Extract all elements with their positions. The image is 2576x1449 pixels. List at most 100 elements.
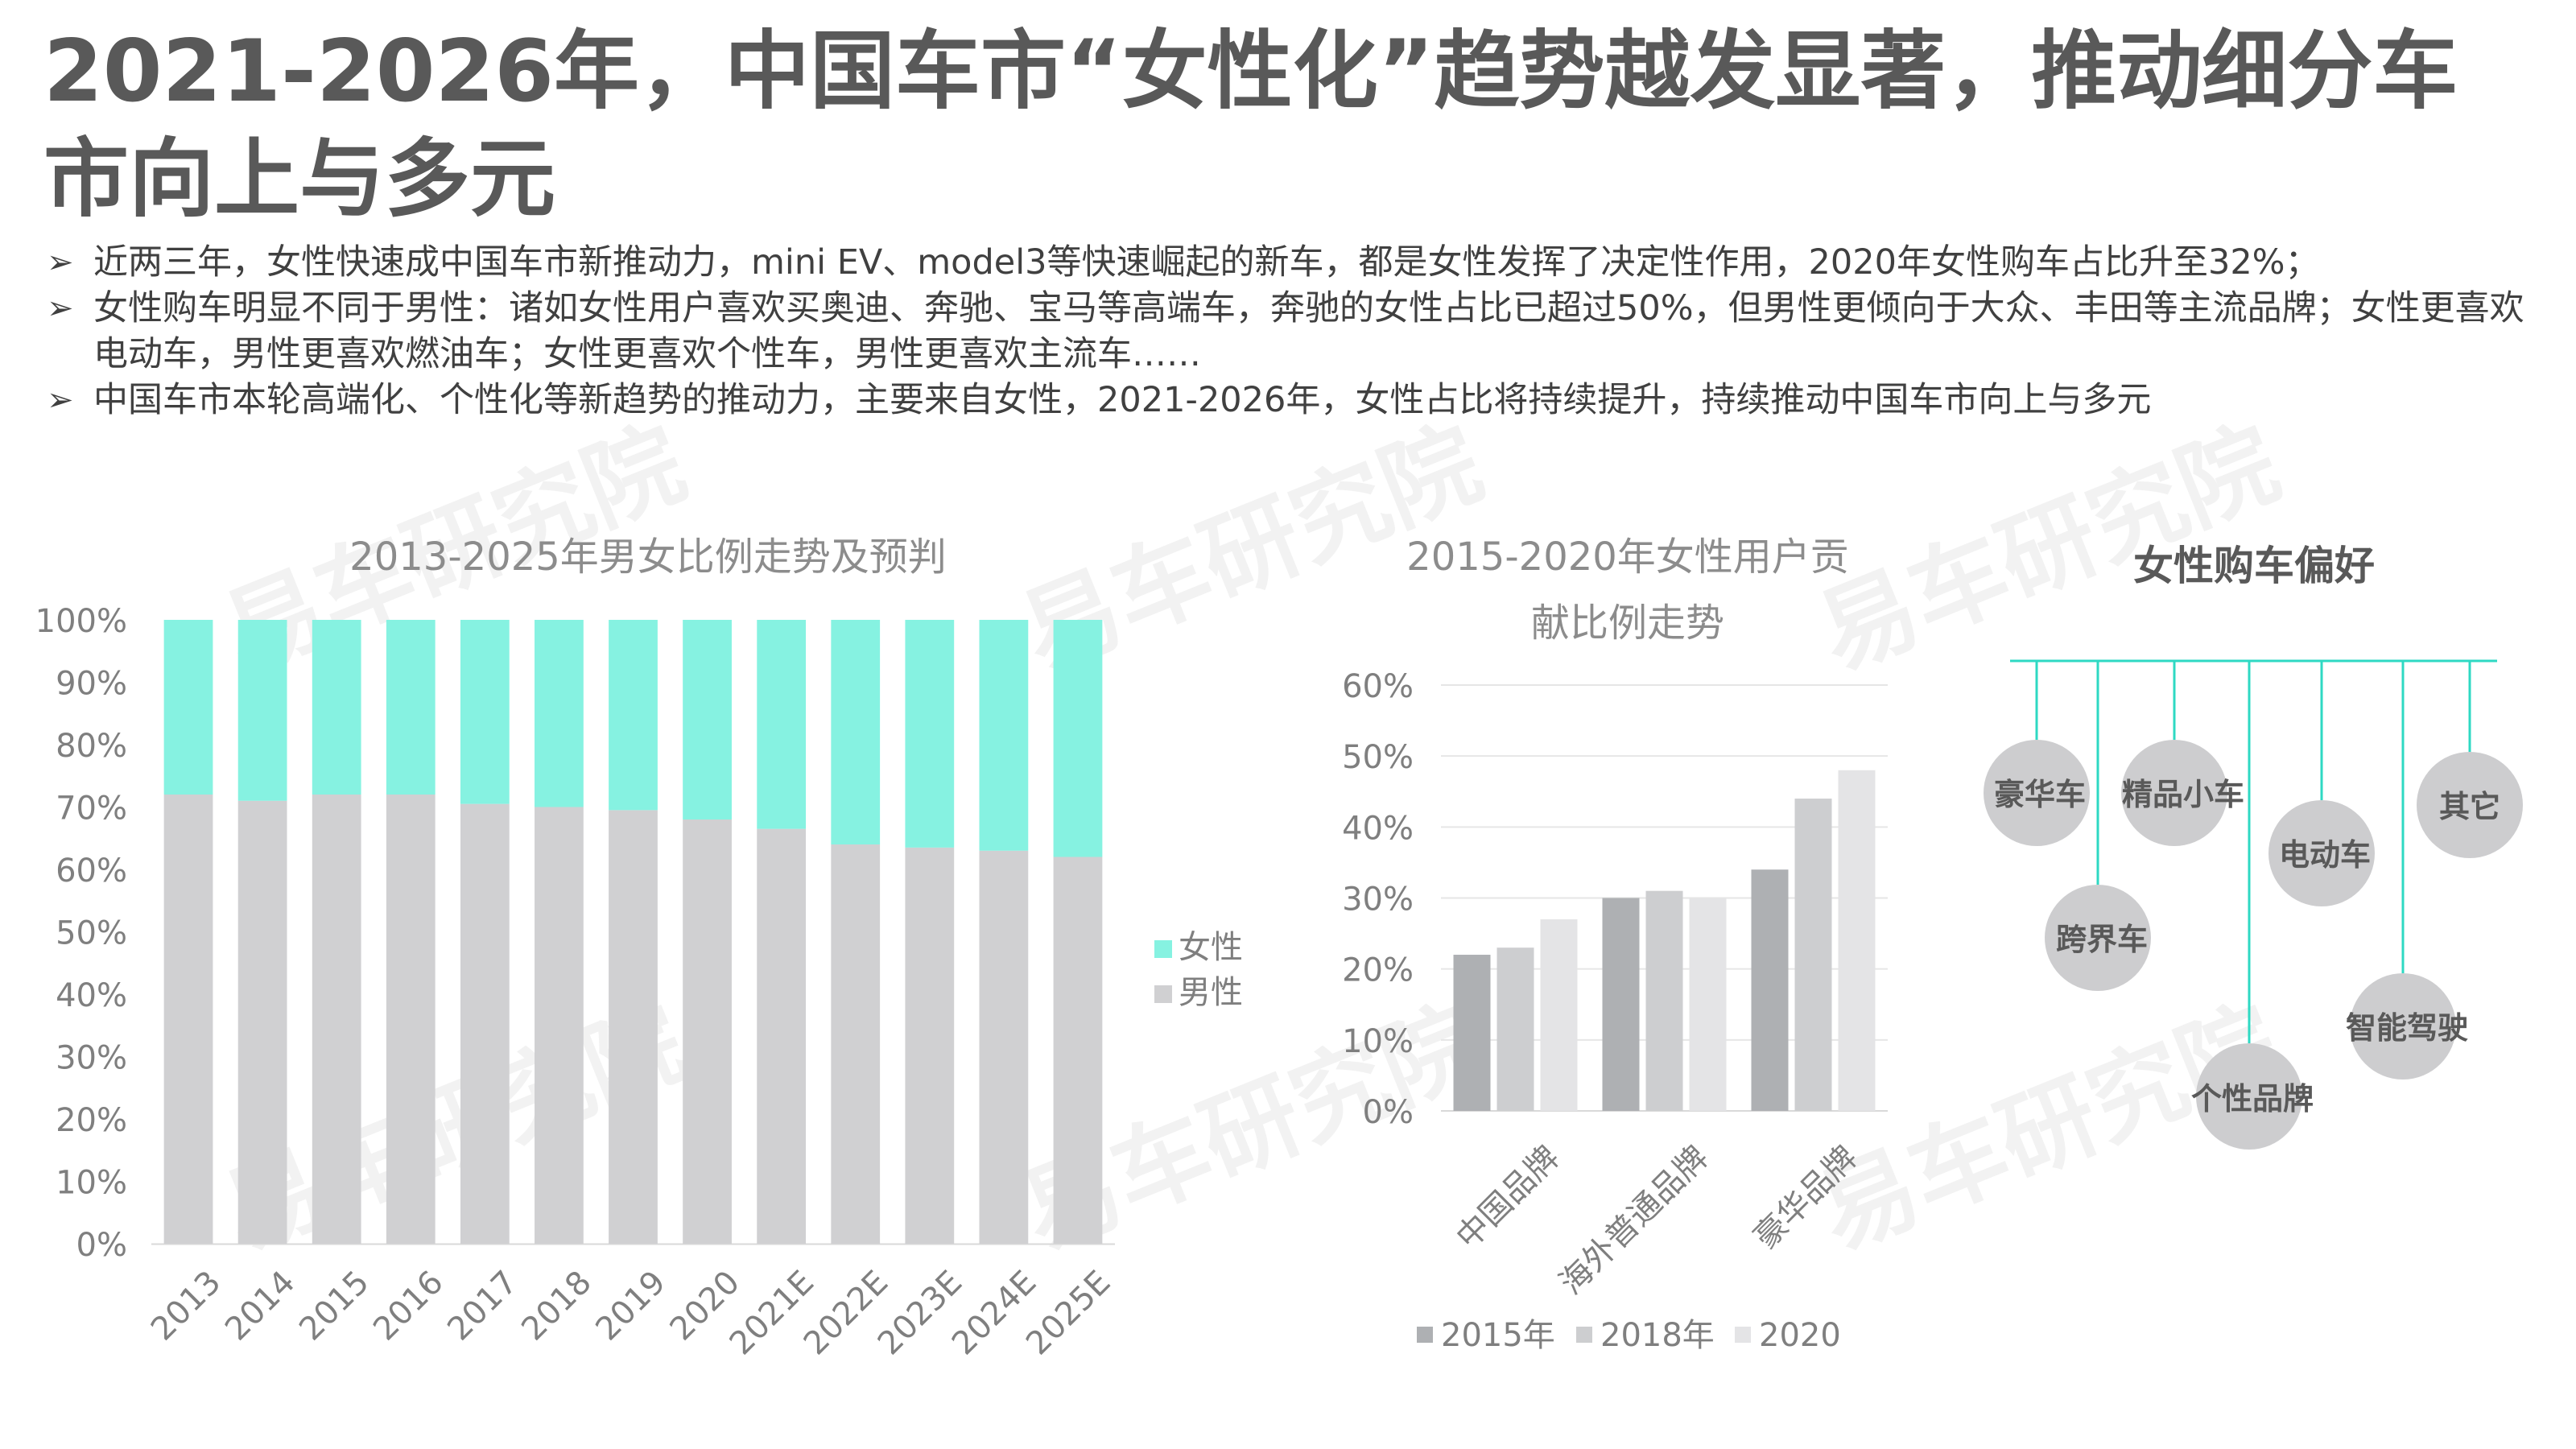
y-tick-label: 20% bbox=[56, 1102, 127, 1139]
x-tick-label: 2018 bbox=[514, 1264, 599, 1348]
preference-label: 精品小车 bbox=[2122, 777, 2244, 812]
x-tick-label: 2015 bbox=[292, 1264, 377, 1348]
bar-male bbox=[386, 795, 436, 1244]
legend-swatch bbox=[1576, 1327, 1592, 1343]
bar-female bbox=[386, 620, 436, 795]
preference-bubble bbox=[2417, 752, 2523, 858]
legend-label: 女性 bbox=[1179, 929, 1243, 966]
gender-ratio-chart: 2013-2025年男女比例走势及预判 0% 10% 20% 30% 40% 50% 60%… bbox=[35, 535, 1243, 1362]
bar-female bbox=[979, 620, 1029, 851]
bar-male bbox=[535, 807, 584, 1244]
bullet-item: ➢ 近两三年，女性快速成中国车市新推动力，mini EV、model3等快速崛起的… bbox=[43, 240, 2555, 286]
bar-male bbox=[905, 847, 955, 1244]
y-tick-label: 100% bbox=[35, 603, 127, 640]
bar-2015年 bbox=[1602, 898, 1640, 1111]
preference-label: 跨界车 bbox=[2056, 922, 2148, 957]
legend-swatch bbox=[1154, 985, 1172, 1003]
y-tick-label: 0% bbox=[76, 1227, 127, 1264]
bar-2018年 bbox=[1794, 799, 1832, 1111]
chart2-title-line1: 2015-2020年女性用户贡 bbox=[1406, 535, 1849, 580]
bar-female bbox=[757, 620, 807, 829]
bar-2018年 bbox=[1496, 947, 1534, 1111]
y-tick-label: 10% bbox=[56, 1165, 127, 1202]
female-contribution-chart: 2015-2020年女性用户贡 献比例走势 0% 10% 20% 30% 40% 50% 6… bbox=[1342, 535, 1888, 1354]
y-tick-label: 90% bbox=[56, 666, 127, 703]
preference-bubble bbox=[2350, 973, 2456, 1080]
bar-2015年 bbox=[1751, 869, 1789, 1111]
y-tick-label: 20% bbox=[1342, 952, 1414, 989]
x-tick-label: 2019 bbox=[588, 1264, 673, 1348]
preference-bubble bbox=[2268, 800, 2375, 906]
y-tick-label: 60% bbox=[1342, 668, 1414, 705]
bar-female bbox=[535, 620, 584, 807]
x-tick-label: 2024E bbox=[945, 1264, 1043, 1362]
x-tick-label: 2017 bbox=[440, 1264, 525, 1348]
bar-female bbox=[460, 620, 510, 804]
y-tick-label: 60% bbox=[56, 852, 127, 890]
preference-label: 智能驾驶 bbox=[2346, 1010, 2468, 1046]
y-tick-label: 50% bbox=[1342, 739, 1414, 776]
preference-title: 女性购车偏好 bbox=[2133, 543, 2375, 589]
y-tick-label: 10% bbox=[1342, 1023, 1414, 1060]
bullet-text: 中国车市本轮高端化、个性化等新趋势的推动力，主要来自女性，2021-2026年，… bbox=[93, 380, 2152, 420]
bar-male bbox=[163, 795, 213, 1244]
bar-female bbox=[609, 620, 658, 811]
x-tick-label: 2025E bbox=[1019, 1264, 1117, 1362]
bullet-text: 女性购车明显不同于男性：诸如女性用户喜欢买奥迪、奔驰、宝马等高端车，奔驰的女性占… bbox=[93, 288, 2524, 374]
bar-female bbox=[163, 620, 213, 795]
bullet-list: ➢ 近两三年，女性快速成中国车市新推动力，mini EV、model3等快速崛起的… bbox=[43, 240, 2555, 423]
bar-2020 bbox=[1540, 919, 1578, 1111]
preference-bubble bbox=[2121, 740, 2227, 846]
bar-2020 bbox=[1689, 898, 1727, 1111]
arrow-bullet-icon: ➢ bbox=[47, 382, 74, 419]
bar-male bbox=[831, 844, 881, 1244]
y-tick-label: 50% bbox=[56, 915, 127, 952]
bar-male bbox=[757, 828, 807, 1244]
legend-label: 男性 bbox=[1179, 974, 1243, 1011]
preference-bubble bbox=[2045, 885, 2151, 991]
x-tick-label: 2023E bbox=[871, 1264, 969, 1362]
y-tick-label: 30% bbox=[56, 1040, 127, 1077]
bar-male bbox=[312, 795, 361, 1244]
y-tick-label: 30% bbox=[1342, 881, 1414, 919]
bar-female bbox=[237, 620, 287, 801]
x-tick-label: 2021E bbox=[723, 1264, 821, 1362]
x-tick-label: 2016 bbox=[366, 1264, 451, 1348]
bar-female bbox=[831, 620, 881, 844]
arrow-bullet-icon: ➢ bbox=[47, 244, 74, 281]
arrow-bullet-icon: ➢ bbox=[47, 290, 74, 327]
legend-label: 2020 bbox=[1759, 1317, 1841, 1354]
preference-label: 个性品牌 bbox=[2191, 1081, 2314, 1117]
bar-2018年 bbox=[1645, 890, 1683, 1111]
bar-2020 bbox=[1838, 770, 1876, 1111]
x-tick-label: 2014 bbox=[218, 1264, 303, 1348]
chart2-title-line2: 献比例走势 bbox=[1531, 601, 1724, 646]
legend-label: 2015年 bbox=[1441, 1317, 1555, 1354]
bar-male bbox=[1053, 857, 1103, 1244]
bullet-item: ➢ 女性购车明显不同于男性：诸如女性用户喜欢买奥迪、奔驰、宝马等高端车，奔驰的女性… bbox=[43, 286, 2555, 378]
y-tick-label: 40% bbox=[1342, 810, 1414, 847]
bar-male bbox=[237, 800, 287, 1244]
preference-label: 豪华车 bbox=[1994, 777, 2086, 812]
chart1-title: 2013-2025年男女比例走势及预判 bbox=[349, 535, 947, 580]
x-tick-label: 海外普通品牌 bbox=[1553, 1139, 1715, 1302]
y-tick-label: 70% bbox=[56, 791, 127, 828]
bar-male bbox=[979, 850, 1029, 1244]
bar-female bbox=[312, 620, 361, 795]
legend-swatch bbox=[1154, 940, 1172, 958]
bar-2015年 bbox=[1453, 955, 1491, 1111]
bar-male bbox=[460, 803, 510, 1244]
y-tick-label: 40% bbox=[56, 977, 127, 1014]
bar-female bbox=[1053, 620, 1103, 857]
page-title: 2021-2026年，中国车市“女性化”趋势越发显著，推动细分车市向上与多元 bbox=[43, 22, 2458, 229]
bar-female bbox=[905, 620, 955, 848]
x-tick-label: 2013 bbox=[144, 1264, 229, 1348]
x-tick-label: 中国品牌 bbox=[1449, 1139, 1567, 1257]
bar-male bbox=[609, 810, 658, 1244]
bar-female bbox=[683, 620, 732, 819]
bar-male bbox=[683, 819, 732, 1244]
bullet-item: ➢ 中国车市本轮高端化、个性化等新趋势的推动力，主要来自女性，2021-2026年… bbox=[43, 378, 2555, 423]
preference-label: 其它 bbox=[2439, 789, 2500, 824]
y-tick-label: 80% bbox=[56, 728, 127, 765]
